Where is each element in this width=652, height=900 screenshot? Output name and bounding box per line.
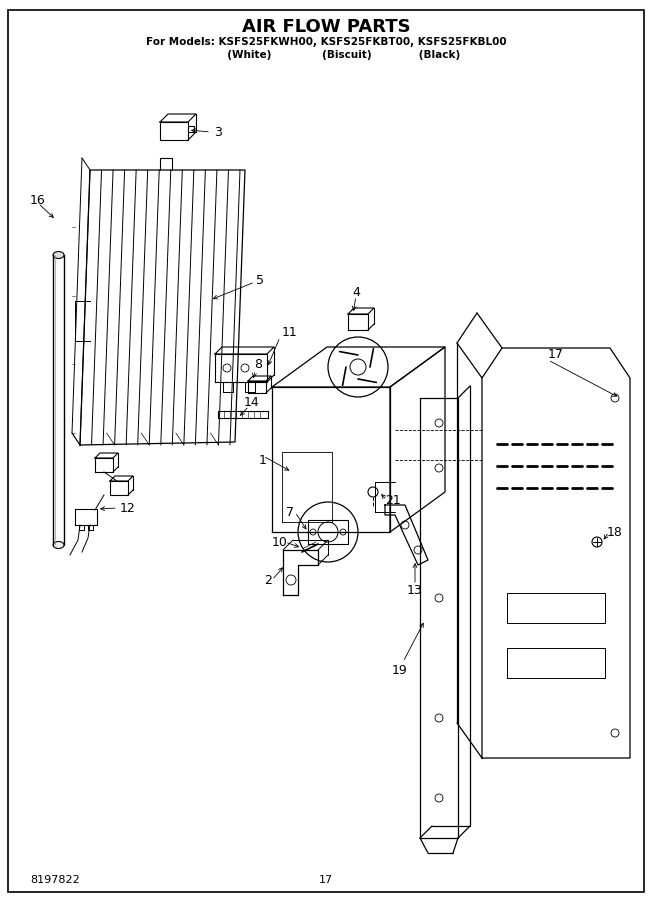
Text: 16: 16: [30, 194, 46, 206]
Text: 21: 21: [385, 493, 401, 507]
Text: 12: 12: [120, 501, 136, 515]
Text: 8197822: 8197822: [30, 875, 80, 885]
Text: 11: 11: [282, 326, 298, 338]
Text: AIR FLOW PARTS: AIR FLOW PARTS: [242, 18, 410, 36]
Text: 17: 17: [548, 348, 564, 362]
Text: 5: 5: [256, 274, 264, 286]
Text: For Models: KSFS25FKWH00, KSFS25FKBT00, KSFS25FKBL00: For Models: KSFS25FKWH00, KSFS25FKBT00, …: [145, 37, 507, 47]
Ellipse shape: [53, 542, 64, 548]
Text: 19: 19: [392, 663, 408, 677]
Text: 10: 10: [272, 536, 288, 548]
Text: 3: 3: [214, 125, 222, 139]
Text: 14: 14: [244, 395, 260, 409]
Text: 4: 4: [352, 285, 360, 299]
Text: 13: 13: [407, 583, 423, 597]
Text: (White)              (Biscuit)             (Black): (White) (Biscuit) (Black): [192, 50, 460, 60]
Text: 2: 2: [264, 573, 272, 587]
Text: 8: 8: [254, 358, 262, 372]
Ellipse shape: [53, 251, 64, 258]
Text: 7: 7: [286, 506, 294, 518]
Text: 17: 17: [319, 875, 333, 885]
Text: 1: 1: [259, 454, 267, 466]
Text: 18: 18: [607, 526, 623, 538]
